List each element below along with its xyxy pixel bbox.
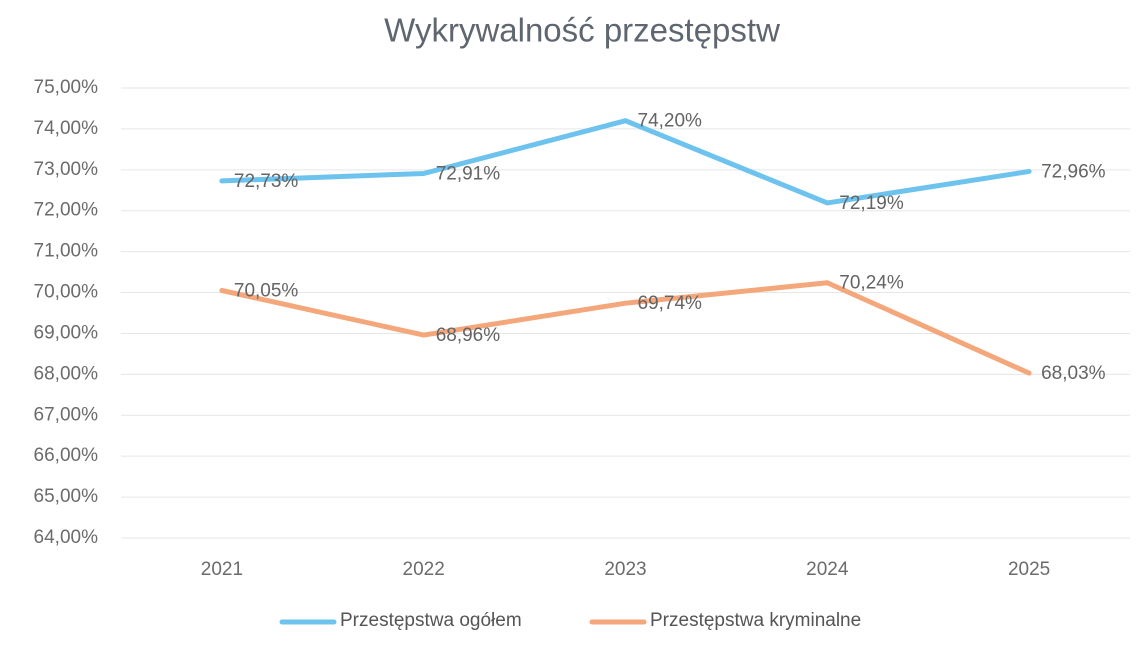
data-label: 72,73% xyxy=(234,171,299,192)
y-tick-label: 73,00% xyxy=(34,159,99,180)
data-label: 72,96% xyxy=(1041,161,1106,182)
y-tick-label: 75,00% xyxy=(34,77,99,98)
y-tick-label: 72,00% xyxy=(34,200,99,221)
chart-title: Wykrywalność przestępstw xyxy=(384,12,780,49)
data-label: 72,19% xyxy=(839,193,904,214)
data-label: 68,03% xyxy=(1041,363,1106,384)
y-tick-label: 70,00% xyxy=(34,282,99,303)
x-tick-label: 2023 xyxy=(604,559,646,580)
x-tick-label: 2021 xyxy=(201,559,243,580)
data-label: 70,24% xyxy=(839,273,904,294)
y-tick-label: 68,00% xyxy=(34,363,99,384)
data-label: 70,05% xyxy=(234,281,299,302)
data-label: 72,91% xyxy=(436,164,501,185)
data-label: 69,74% xyxy=(638,293,703,314)
data-label: 68,96% xyxy=(436,325,501,346)
series-line xyxy=(219,118,1032,206)
x-tick-label: 2025 xyxy=(1008,559,1050,580)
y-tick-label: 74,00% xyxy=(34,118,99,139)
y-tick-label: 64,00% xyxy=(34,527,99,548)
y-tick-label: 67,00% xyxy=(34,404,99,425)
x-tick-label: 2022 xyxy=(403,559,445,580)
data-label: 74,20% xyxy=(638,111,703,132)
y-tick-label: 71,00% xyxy=(34,241,99,262)
legend-label: Przestępstwa kryminalne xyxy=(650,610,861,631)
legend-label: Przestępstwa ogółem xyxy=(340,610,522,631)
y-tick-label: 69,00% xyxy=(34,322,99,343)
y-tick-label: 66,00% xyxy=(34,445,99,466)
x-tick-label: 2024 xyxy=(806,559,849,580)
series-line xyxy=(219,280,1032,376)
y-tick-label: 65,00% xyxy=(34,486,99,507)
